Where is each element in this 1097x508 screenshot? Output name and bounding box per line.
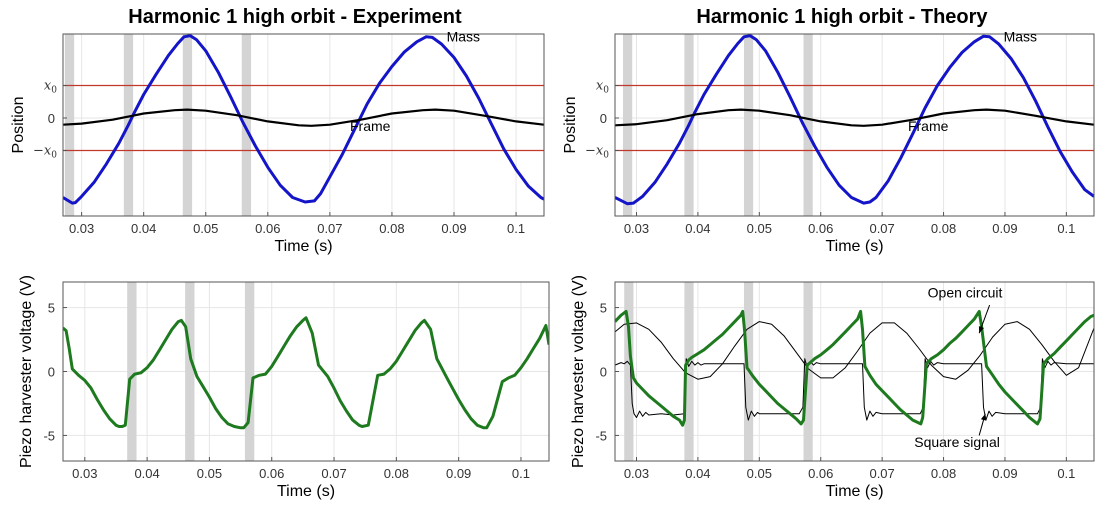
annotation-label: Mass	[447, 28, 480, 44]
x-tick-label: 0.03	[624, 221, 649, 236]
position-experiment-plot: 0.03 0.04 0.05 0.06 0.07 0.08 0.09 0.1 x0 0 −x0 Tim…	[10, 28, 545, 255]
y-axis-label: Piezo harvester voltage (V)	[570, 275, 587, 468]
series-mass-line	[615, 34, 1094, 206]
x-tick-label: 0.1	[1057, 221, 1075, 236]
x-tick-label: 0.03	[69, 221, 94, 236]
x-tick-label: 0.05	[197, 466, 222, 481]
y-tick-label: 0	[48, 111, 55, 126]
series-square-signal-line	[615, 358, 1094, 421]
x-tick-label: 0.03	[72, 466, 97, 481]
series-harvester-voltage-line	[63, 316, 549, 430]
x-axis-label: Time (s)	[274, 238, 332, 255]
voltage-theory-plot: 0.03 0.04 0.05 0.06 0.07 0.08 0.09 0.1 5 0 -5 Time …	[570, 275, 1095, 500]
x-axis-label: Time (s)	[825, 238, 883, 255]
switching-band	[684, 282, 694, 461]
y-tick-label: x0	[44, 79, 57, 96]
x-tick-label: 0.06	[255, 221, 280, 236]
chart-title-experiment: Harmonic 1 high orbit - Experiment	[128, 6, 462, 28]
x-axis-label: Time (s)	[825, 483, 883, 500]
y-tick-label: 0	[48, 365, 55, 380]
x-tick-label: 0.03	[624, 466, 649, 481]
plot-frame	[62, 33, 545, 217]
x-tick-label: 0.08	[379, 221, 404, 236]
switching-band	[182, 34, 193, 216]
voltage-experiment-plot: 0.03 0.04 0.05 0.06 0.07 0.08 0.09 0.1 5 0 -5 Time …	[18, 275, 550, 500]
x-tick-label: 0.07	[869, 466, 894, 481]
x-tick-label: 0.04	[685, 221, 710, 236]
annotation-arrowhead	[978, 326, 984, 334]
x-tick-label: 0.08	[931, 466, 956, 481]
x-tick-label: 0.05	[747, 466, 772, 481]
annotation-label: Open circuit	[928, 284, 1003, 300]
x-tick-label: 0.08	[384, 466, 409, 481]
series-open-circuit-line	[615, 321, 1094, 380]
y-axis-label: Piezo harvester voltage (V)	[18, 275, 35, 468]
switching-band	[624, 282, 634, 461]
y-tick-label: x0	[596, 79, 609, 96]
x-tick-label: 0.05	[193, 221, 218, 236]
y-tick-label: 5	[600, 301, 607, 316]
x-tick-label: 0.1	[512, 466, 530, 481]
x-tick-label: 0.07	[317, 221, 342, 236]
y-tick-label: -5	[595, 428, 607, 443]
y-tick-label: 0	[600, 365, 607, 380]
y-axis-label: Position	[562, 97, 579, 154]
position-theory-plot: 0.03 0.04 0.05 0.06 0.07 0.08 0.09 0.1 x0 0 −x0 Tim…	[562, 28, 1095, 255]
plot-body	[615, 34, 1094, 216]
y-tick-label: −x0	[33, 143, 57, 160]
y-tick-label: -5	[43, 428, 55, 443]
x-tick-label: 0.1	[507, 221, 525, 236]
annotation-label: Square signal	[914, 434, 1000, 450]
y-tick-label: 5	[48, 301, 55, 316]
y-axis-label: Position	[10, 97, 27, 154]
annotation-label: Mass	[1004, 28, 1037, 44]
plot-body	[63, 34, 544, 216]
x-tick-label: 0.05	[747, 221, 772, 236]
series-harvester-voltage-line	[615, 309, 1094, 427]
x-tick-label: 0.06	[808, 466, 833, 481]
plot-frame	[614, 33, 1095, 217]
x-tick-label: 0.09	[992, 221, 1017, 236]
series-frame-line	[63, 108, 544, 127]
switching-band	[127, 282, 137, 461]
plot-body	[63, 282, 549, 461]
x-tick-label: 0.09	[446, 466, 471, 481]
switching-band	[185, 282, 195, 461]
annotation-label: Frame	[350, 118, 391, 134]
x-tick-label: 0.04	[685, 466, 710, 481]
switching-band	[803, 34, 813, 216]
series-frame-line	[615, 108, 1094, 127]
x-tick-label: 0.1	[1057, 466, 1075, 481]
annotation-label: Frame	[908, 118, 949, 134]
y-tick-label: −x0	[585, 143, 609, 160]
x-tick-label: 0.07	[869, 221, 894, 236]
switching-band	[244, 282, 255, 461]
x-tick-label: 0.09	[992, 466, 1017, 481]
series-mass-line	[63, 34, 544, 205]
y-tick-label: 0	[600, 111, 607, 126]
x-tick-label: 0.06	[808, 221, 833, 236]
x-tick-label: 0.07	[321, 466, 346, 481]
annotation-arrowhead	[980, 413, 987, 421]
switching-band	[241, 34, 252, 216]
x-tick-label: 0.08	[931, 221, 956, 236]
chart-title-theory: Harmonic 1 high orbit - Theory	[696, 6, 988, 28]
switching-band	[743, 34, 754, 216]
plot-body	[615, 282, 1094, 461]
x-axis-label: Time (s)	[277, 483, 335, 500]
x-tick-label: 0.04	[134, 466, 159, 481]
x-tick-label: 0.04	[131, 221, 156, 236]
x-tick-label: 0.09	[441, 221, 466, 236]
x-tick-label: 0.06	[259, 466, 284, 481]
